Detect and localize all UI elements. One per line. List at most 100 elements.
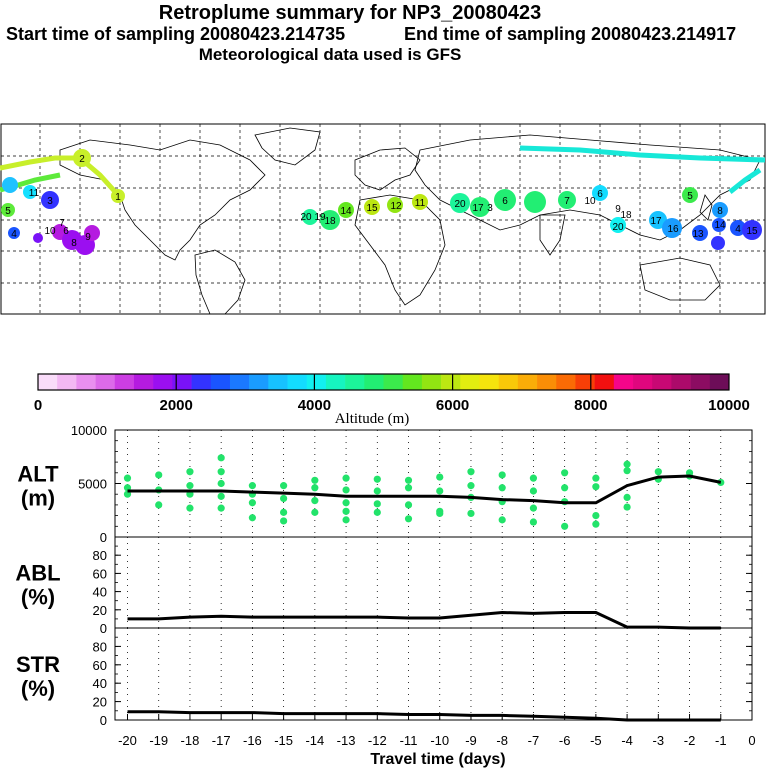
plume-label: 11 — [29, 188, 40, 199]
x-tick-label: 0 — [748, 733, 755, 748]
panel-label: STR — [16, 652, 60, 677]
altitude-point — [342, 474, 350, 482]
altitude-point — [436, 487, 444, 495]
plume-dot — [302, 209, 318, 225]
altitude-point — [248, 499, 256, 507]
plume-dot — [692, 225, 708, 241]
colorbar-cell — [325, 374, 346, 390]
plume-dot — [364, 199, 380, 215]
colorbar-cell — [421, 374, 442, 390]
y-tick-label: 80 — [93, 548, 107, 563]
plume-dot — [450, 193, 470, 213]
altitude-point — [342, 499, 350, 507]
x-tick-label: -4 — [621, 733, 633, 748]
plume-dot — [387, 197, 403, 213]
panel-frame — [114, 429, 753, 538]
x-tick-label: -17 — [212, 733, 231, 748]
colorbar-cell — [76, 374, 96, 390]
altitude-point — [404, 476, 413, 484]
colorbar-cell — [594, 374, 615, 390]
plume-label: 20 — [454, 199, 466, 210]
altitude-point — [623, 460, 631, 468]
altitude-point — [217, 492, 225, 500]
plume-label: 8 — [717, 206, 723, 217]
altitude-point — [467, 482, 475, 490]
colorbar-tick-label: 0 — [34, 397, 42, 414]
plume-label: 8 — [71, 238, 77, 249]
x-tick-label: -12 — [368, 733, 387, 748]
colorbar-cell — [633, 374, 653, 390]
map-gridlines — [1, 124, 765, 314]
plume-label: 11 — [415, 198, 426, 209]
plume-dot — [338, 202, 354, 218]
series-line-alt — [127, 474, 722, 505]
altitude-point — [155, 501, 163, 509]
plume-dot — [494, 189, 516, 211]
panel-str: 80 60 40 20 0 STR(%) — [16, 627, 753, 728]
colorbar-tick-label: 2000 — [160, 397, 193, 414]
plume-dot — [23, 185, 37, 199]
x-tick-label: -20 — [118, 733, 137, 748]
altitude-point — [623, 467, 631, 475]
plume-label: 3 — [487, 203, 493, 214]
y-tick-label: 5000 — [78, 477, 107, 492]
plume-label: 18 — [324, 216, 336, 227]
altitude-point — [404, 501, 413, 509]
colorbar-cell — [249, 374, 269, 390]
y-tick-label: 40 — [93, 676, 107, 691]
colorbar-cell — [268, 374, 288, 390]
colorbar-cell — [133, 374, 154, 390]
altitude-point — [654, 468, 662, 476]
x-tick-label: -2 — [684, 733, 696, 748]
altitude-point — [373, 500, 381, 508]
altitude-point — [529, 487, 538, 495]
colorbar-cell — [575, 374, 595, 390]
x-tick-label: -7 — [528, 733, 540, 748]
altitude-point — [436, 473, 444, 481]
plume-dot — [412, 194, 428, 210]
plume-label: 20 — [612, 222, 624, 233]
altitude-point — [155, 471, 163, 479]
plume-label: 3 — [47, 196, 53, 207]
y-tick-label: 80 — [93, 639, 107, 654]
end-time-label: End time of sampling 20080423.214917 — [404, 24, 737, 44]
altitude-point — [498, 484, 506, 492]
altitude-point — [280, 494, 288, 503]
y-tick-label: 0 — [100, 713, 107, 728]
altitude-point — [280, 482, 288, 490]
altitude-point — [498, 516, 506, 524]
altitude-point — [498, 471, 506, 479]
plume-label: 6 — [597, 189, 603, 200]
time-series-panels: 1000050000ALT(m)806040200ABL(%)806040200… — [15, 423, 753, 728]
y-tick-label: 0 — [100, 621, 107, 636]
plume-label: 7 — [59, 218, 65, 229]
plume-dot — [73, 149, 91, 167]
plume-dot — [558, 191, 576, 209]
altitude-point — [467, 509, 475, 518]
plume-label: 15 — [366, 203, 378, 214]
altitude-point — [592, 511, 600, 520]
y-tick-label: 0 — [100, 530, 107, 545]
colorbar-frame — [37, 373, 730, 391]
colorbar-cell — [460, 374, 480, 390]
altitude-point — [186, 504, 194, 512]
plume-label: 5 — [5, 206, 11, 217]
altitude-point — [561, 484, 569, 492]
series-line-abl — [127, 610, 721, 630]
colorbar-cell — [57, 374, 77, 390]
panel-frame — [114, 627, 753, 721]
plume-dot — [111, 189, 125, 203]
altitude-point — [186, 468, 194, 476]
plume-label: 5 — [687, 191, 693, 202]
x-tick-label: -14 — [305, 733, 324, 748]
altitude-point — [623, 493, 631, 502]
x-tick-label: -16 — [243, 733, 262, 748]
plume-label: 9 — [85, 232, 91, 243]
altitude-point — [623, 503, 631, 511]
plume-label: 4 — [11, 229, 17, 240]
altitude-point — [561, 522, 569, 530]
plume-dot — [1, 203, 15, 217]
plume-dot — [470, 197, 490, 217]
colorbar-cell — [709, 374, 730, 390]
